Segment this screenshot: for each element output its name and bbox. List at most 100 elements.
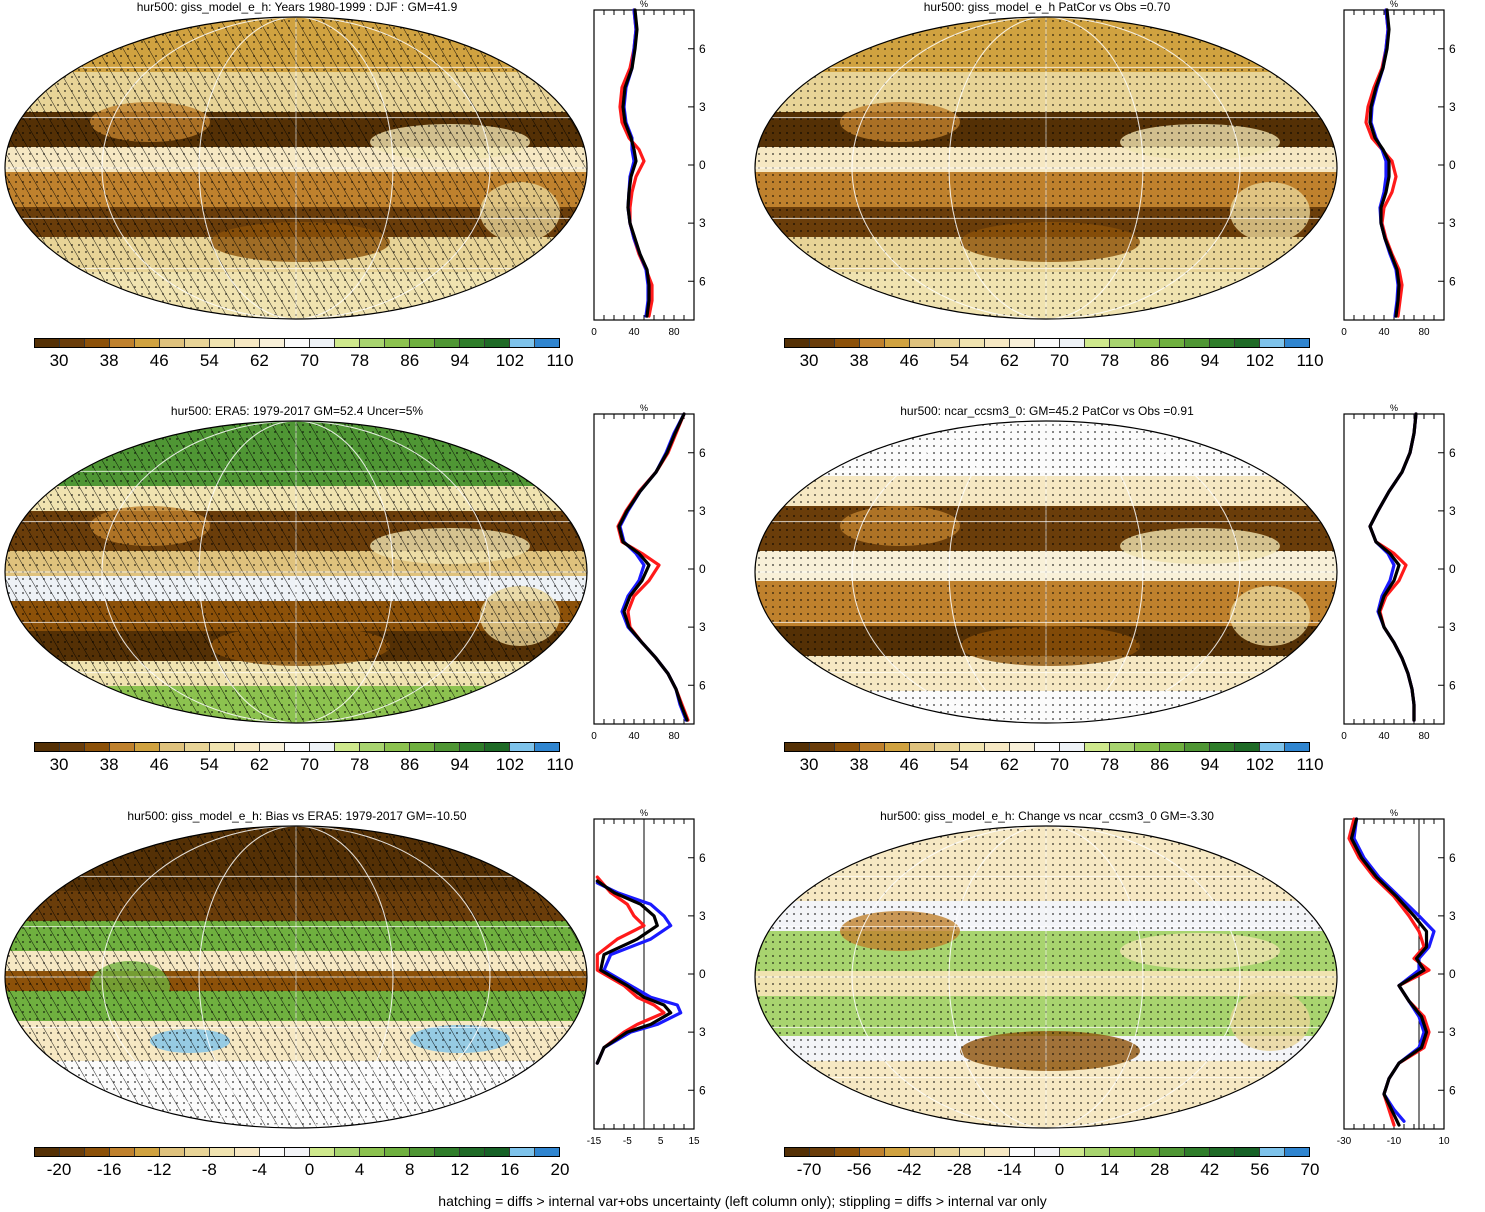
- profile-lat-label: 30S: [699, 216, 706, 230]
- profile-series-red: [616, 412, 690, 722]
- colorbar-label: 38: [99, 351, 119, 370]
- colorbar-swatch: [1135, 1148, 1160, 1156]
- profile-xtick-label: -10: [1387, 1136, 1402, 1147]
- colorbar-swatch: [1035, 743, 1060, 751]
- colorbar-label: 78: [1100, 351, 1120, 370]
- colorbar-label: 28: [1150, 1160, 1170, 1179]
- colorbar-swatch: [485, 743, 510, 751]
- colorbar-label: 12: [450, 1160, 470, 1179]
- colorbar-label: -14: [997, 1160, 1022, 1179]
- colorbar-label: 78: [1100, 755, 1120, 774]
- colorbar-swatch: [1085, 743, 1110, 751]
- panel-title: hur500: giss_model_e_h: Years 1980-1999 …: [136, 0, 458, 14]
- profile-xtick-label: 40: [628, 327, 640, 338]
- colorbar-swatch: [210, 743, 235, 751]
- colorbar-swatch: [85, 743, 110, 751]
- colorbar-label: 30: [799, 755, 819, 774]
- colorbar-swatch: [535, 743, 559, 751]
- colorbar-swatch: [835, 1148, 860, 1156]
- colorbar-label: 86: [400, 755, 420, 774]
- colorbar-swatch: [1035, 1148, 1060, 1156]
- colorbar-label: 38: [849, 755, 869, 774]
- colorbar-label: 0: [1054, 1160, 1065, 1179]
- colorbar-swatch: [110, 743, 135, 751]
- profile-unit: %: [640, 404, 648, 413]
- colorbar-swatch: [85, 339, 110, 347]
- colorbar-swatch: [860, 1148, 885, 1156]
- colorbar-swatch: [360, 339, 385, 347]
- colorbar-swatch: [1285, 743, 1309, 751]
- colorbar-swatch: [1010, 743, 1035, 751]
- colorbar-swatch: [310, 339, 335, 347]
- profile-plot: % 0 40 80 60N 30N 0 30S 60S: [1341, 0, 1456, 338]
- profile-xtick-label: 40: [1378, 731, 1390, 742]
- profile-series-blue: [618, 412, 688, 722]
- colorbar-swatch: [985, 743, 1010, 751]
- profile-xtick-label: -15: [587, 1136, 602, 1147]
- colorbar-label: 110: [546, 351, 574, 370]
- colorbar-label: 56: [1250, 1160, 1270, 1179]
- colorbar-swatch: [60, 743, 85, 751]
- colorbar-label: 46: [899, 755, 919, 774]
- colorbar-label: 78: [350, 351, 370, 370]
- profile-plot: % 0 40 80 60N 30N 0 30S 60S: [1341, 404, 1456, 742]
- colorbar-label: 62: [249, 755, 269, 774]
- profile-lat-label: 0: [1449, 967, 1456, 981]
- colorbar-swatch: [1185, 1148, 1210, 1156]
- profile-xtick-label: 80: [668, 327, 680, 338]
- map: [4, 825, 588, 1129]
- profile-plot: % 0 40 80 60N 30N 0 30S 60S: [591, 404, 706, 742]
- colorbar-label: 110: [1296, 351, 1324, 370]
- colorbar-label: -12: [146, 1160, 172, 1179]
- profile-xtick-label: 0: [1341, 731, 1347, 742]
- colorbar-label: -8: [201, 1160, 217, 1179]
- colorbar-swatch: [160, 743, 185, 751]
- colorbar-swatch: [460, 743, 485, 751]
- colorbar-swatch: [885, 743, 910, 751]
- colorbar-swatch: [1010, 339, 1035, 347]
- colorbar-label: 110: [546, 755, 574, 774]
- colorbar-swatch: [210, 339, 235, 347]
- colorbar-label: 30: [799, 351, 819, 370]
- colorbar-label: 0: [304, 1160, 315, 1179]
- panel-title: hur500: giss_model_e_h PatCor vs Obs =0.…: [923, 0, 1171, 14]
- colorbar-label: 70: [1050, 351, 1069, 370]
- footer-note: hatching = diffs > internal var+obs unce…: [438, 1193, 1047, 1209]
- colorbar-swatch: [385, 1148, 410, 1156]
- colorbar-swatch: [485, 339, 510, 347]
- profile-unit: %: [640, 0, 648, 9]
- profile-unit: %: [1390, 809, 1398, 818]
- profile-xtick-label: 0: [1341, 327, 1347, 338]
- profile-series-black: [1368, 412, 1418, 722]
- colorbar-swatch: [1010, 1148, 1035, 1156]
- colorbar-swatch: [1235, 339, 1260, 347]
- colorbar-swatch: [910, 1148, 935, 1156]
- colorbar-label: 86: [1150, 351, 1170, 370]
- profile-series-red: [595, 875, 666, 1065]
- colorbar-swatch: [1160, 743, 1185, 751]
- profile-unit: %: [640, 809, 648, 818]
- colorbar-swatch: [785, 1148, 810, 1156]
- colorbar-swatch: [835, 339, 860, 347]
- colorbar-swatch: [1260, 1148, 1285, 1156]
- profile-lat-label: 60N: [699, 851, 706, 865]
- colorbar-swatch: [235, 743, 260, 751]
- profile-lat-label: 60S: [699, 1083, 706, 1097]
- colorbar-swatch: [1260, 743, 1285, 751]
- colorbar-swatch: [310, 743, 335, 751]
- colorbar-label: 42: [1200, 1160, 1220, 1179]
- profile-lat-label: 30S: [699, 620, 706, 634]
- profile-lat-label: 30N: [699, 100, 706, 114]
- profile-lat-label: 30S: [1449, 620, 1456, 634]
- colorbar-label: 78: [350, 755, 370, 774]
- colorbar-swatch: [310, 1148, 335, 1156]
- colorbar-swatch: [335, 339, 360, 347]
- colorbar-label: 70: [300, 755, 319, 774]
- colorbar-swatch: [785, 339, 810, 347]
- colorbar-swatch: [835, 743, 860, 751]
- colorbar-swatch: [485, 1148, 510, 1156]
- colorbar-swatch: [360, 1148, 385, 1156]
- colorbar-label: 110: [1296, 755, 1324, 774]
- colorbar-label: 46: [149, 755, 169, 774]
- colorbar-swatch: [1285, 1148, 1309, 1156]
